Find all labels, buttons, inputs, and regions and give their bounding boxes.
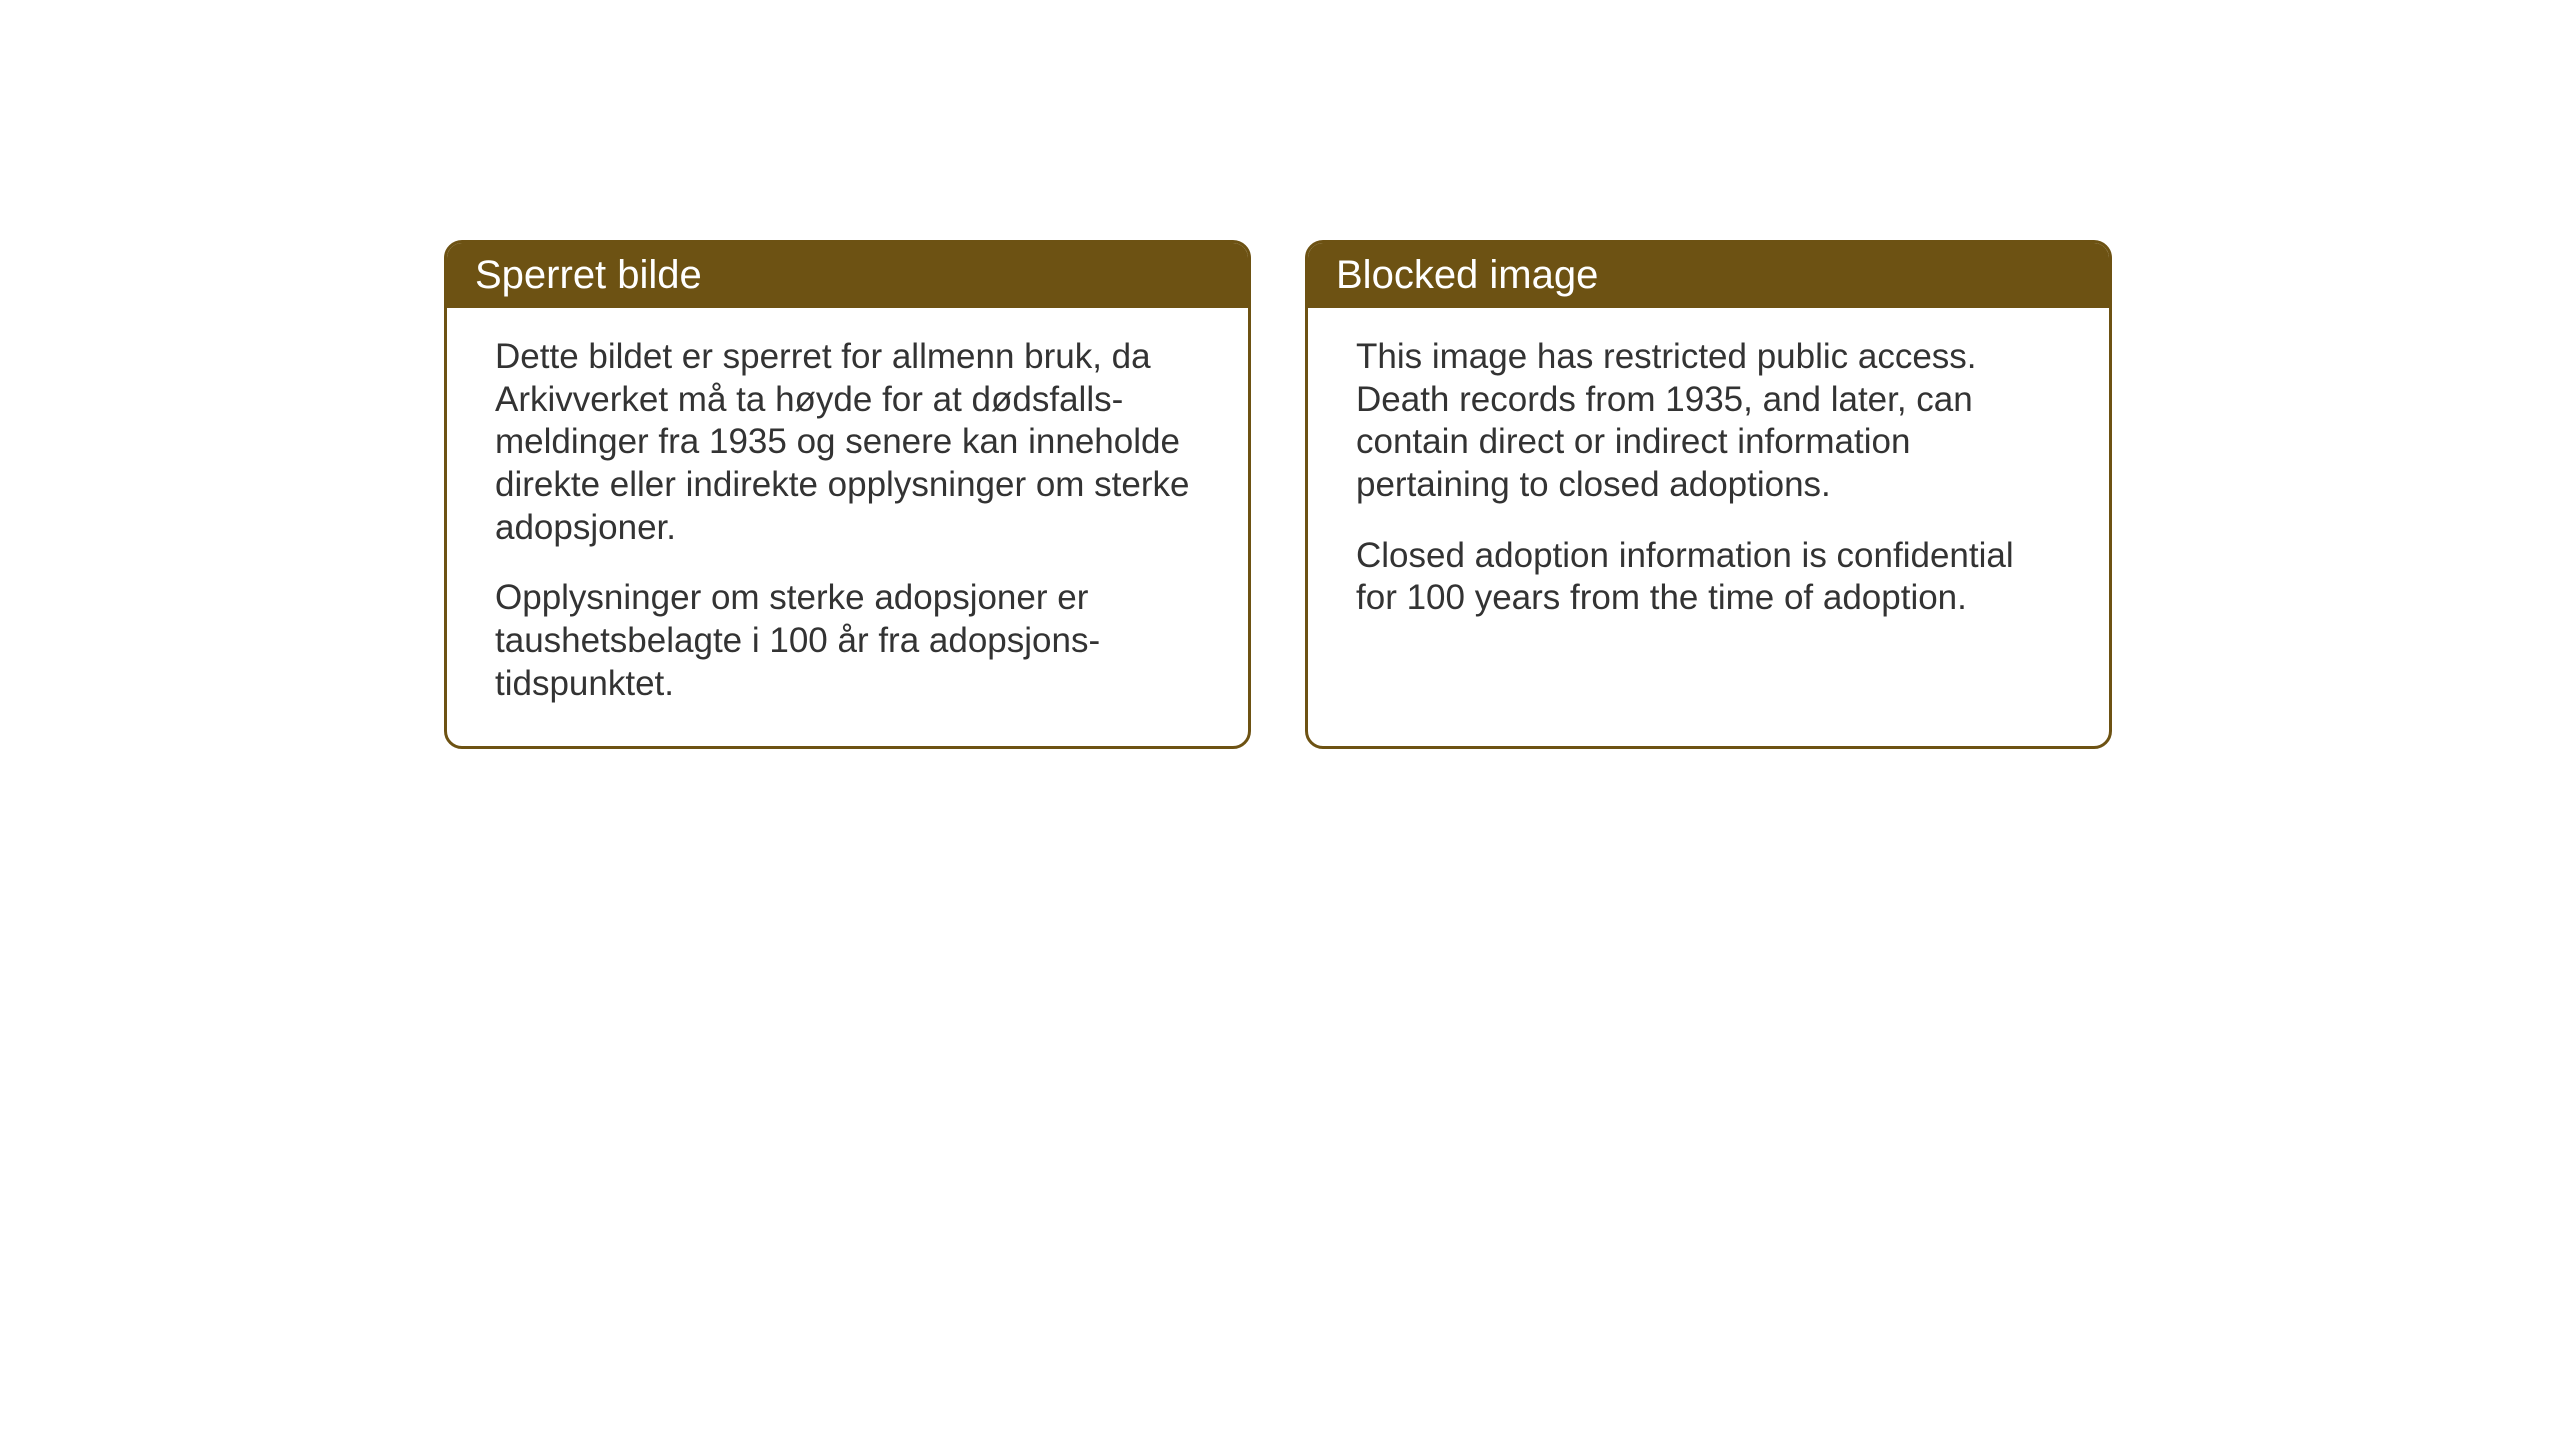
cards-container: Sperret bilde Dette bildet er sperret fo…: [444, 240, 2112, 749]
norwegian-card: Sperret bilde Dette bildet er sperret fo…: [444, 240, 1251, 749]
english-card-title: Blocked image: [1308, 243, 2109, 308]
english-card-body: This image has restricted public access.…: [1308, 308, 2109, 660]
norwegian-paragraph-1: Dette bildet er sperret for allmenn bruk…: [495, 336, 1200, 549]
english-paragraph-2: Closed adoption information is confident…: [1356, 535, 2061, 620]
norwegian-paragraph-2: Opplysninger om sterke adopsjoner er tau…: [495, 577, 1200, 705]
norwegian-card-title: Sperret bilde: [447, 243, 1248, 308]
english-paragraph-1: This image has restricted public access.…: [1356, 336, 2061, 507]
english-card: Blocked image This image has restricted …: [1305, 240, 2112, 749]
norwegian-card-body: Dette bildet er sperret for allmenn bruk…: [447, 308, 1248, 746]
